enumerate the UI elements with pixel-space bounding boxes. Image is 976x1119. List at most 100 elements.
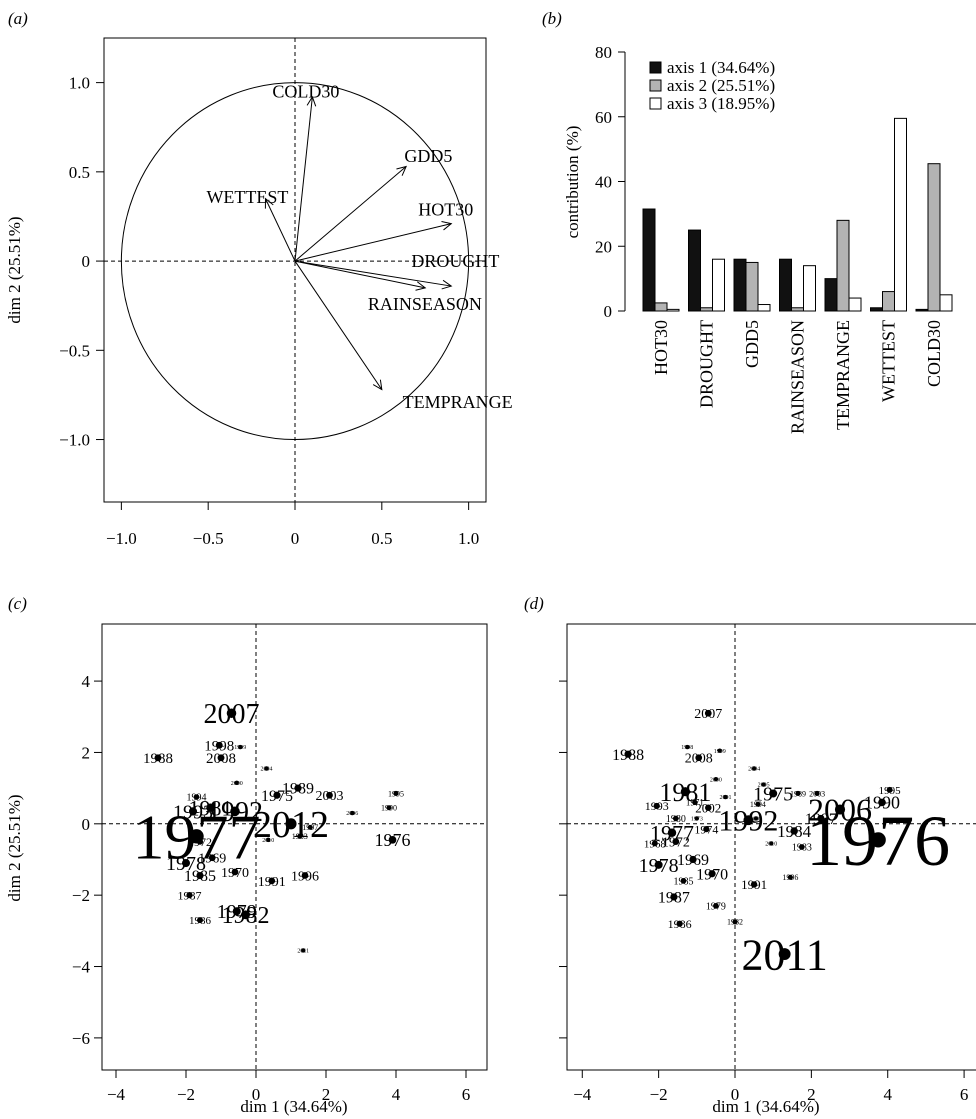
point-label: 1985	[673, 876, 693, 887]
point-marker	[753, 816, 759, 821]
point-marker	[703, 826, 710, 833]
vector-arrowhead	[441, 279, 453, 290]
point-marker	[206, 803, 215, 812]
point-label: 1997	[805, 811, 837, 828]
point-marker	[817, 814, 825, 823]
point-label: 1990	[864, 793, 900, 813]
point-label: 1987	[178, 888, 202, 902]
point-marker	[307, 824, 313, 830]
point-label: 1976	[375, 830, 411, 850]
point-marker	[798, 844, 805, 850]
legend-label: axis 1 (34.64%)	[667, 58, 775, 77]
vector-arrow	[294, 260, 452, 287]
x-tick-label: 2	[807, 1085, 816, 1104]
point-label: 1999	[234, 745, 246, 751]
point-marker	[769, 841, 774, 846]
point-marker	[231, 868, 239, 876]
category-label: COLD30	[924, 320, 944, 387]
point-label: 1980	[666, 814, 686, 825]
vector-arrowhead	[306, 95, 317, 107]
point-marker	[653, 802, 660, 810]
point-label: 1972	[188, 835, 212, 849]
vector-arrow	[294, 260, 383, 390]
point-marker	[241, 910, 250, 920]
point-marker	[197, 917, 203, 924]
point-label: 2010	[262, 838, 274, 844]
x-tick-label: −1.0	[106, 529, 137, 548]
legend-swatch	[649, 97, 662, 110]
point-marker	[268, 877, 276, 885]
y-tick-label: −0.5	[59, 341, 90, 360]
point-marker	[695, 754, 703, 762]
vector-arrow	[294, 96, 313, 262]
point-label: 1995	[879, 785, 902, 797]
point-label: 2003	[316, 789, 344, 804]
point-marker	[226, 708, 237, 718]
point-label: 2008	[685, 752, 713, 767]
bar	[927, 163, 941, 312]
point-label: 2005	[758, 783, 770, 789]
bar	[803, 265, 816, 312]
point-marker	[230, 806, 240, 817]
panel-d-tag: (d)	[524, 594, 544, 613]
point-marker	[790, 827, 798, 835]
y-tick-label: 0	[82, 252, 91, 271]
point-label: 1993	[645, 799, 669, 813]
point-label: 1995	[388, 789, 404, 798]
point-marker	[814, 790, 820, 797]
point-marker	[294, 784, 302, 792]
point-marker	[181, 859, 191, 868]
y-tick-label: 2	[82, 743, 91, 762]
x-tick-label: 0	[252, 1085, 261, 1104]
point-label: 1968	[644, 838, 667, 850]
y-tick-label: 0.5	[69, 163, 90, 182]
vector-label: WETTEST	[206, 187, 288, 207]
point-marker	[386, 805, 392, 811]
point-label: 1970	[221, 866, 249, 881]
bar	[745, 261, 759, 312]
vector-arrow	[265, 198, 296, 262]
point-marker	[743, 815, 754, 826]
point-marker	[778, 948, 791, 961]
point-label: 1982	[727, 918, 743, 927]
category-label: HOT30	[651, 320, 671, 375]
y-tick-label: 1.0	[69, 74, 90, 93]
x-tick-label: 4	[392, 1085, 401, 1104]
point-label: 2006	[808, 792, 872, 828]
point-marker	[878, 798, 886, 807]
point-label: 1969	[198, 852, 226, 867]
y-tick-label: 40	[595, 173, 612, 192]
vector-label: GDD5	[404, 146, 452, 166]
point-marker	[266, 837, 271, 843]
point-label: 2011	[741, 930, 827, 979]
bar	[824, 278, 838, 312]
point-label: 2007	[694, 707, 722, 722]
category-label: DROUGHT	[697, 320, 717, 408]
panel-b-tag: (b)	[542, 9, 562, 28]
point-label: 1975	[753, 783, 793, 805]
point-marker	[234, 780, 239, 785]
panel-b-ylabel: contribution (%)	[563, 126, 582, 239]
point-marker	[689, 855, 697, 864]
point-label: 2004	[748, 767, 760, 773]
point-label: 2003	[809, 789, 825, 798]
vector-arrowhead	[264, 197, 274, 209]
bar	[712, 258, 725, 312]
point-label: 1991	[258, 875, 286, 890]
point-marker	[624, 750, 632, 758]
point-label: 1997	[302, 823, 318, 832]
point-label: 1988	[612, 747, 644, 764]
point-marker	[285, 818, 297, 830]
point-marker	[350, 810, 355, 816]
point-marker	[196, 838, 204, 845]
y-tick-label: −1.0	[59, 431, 90, 450]
point-marker	[761, 782, 766, 787]
point-label: 2012	[253, 804, 329, 846]
bar	[779, 258, 792, 312]
point-marker	[870, 832, 886, 848]
point-label: 1977	[650, 820, 694, 845]
point-label: 1981	[189, 795, 233, 820]
y-tick-label: −6	[72, 1029, 90, 1048]
point-marker	[708, 870, 716, 878]
point-marker	[672, 815, 679, 822]
